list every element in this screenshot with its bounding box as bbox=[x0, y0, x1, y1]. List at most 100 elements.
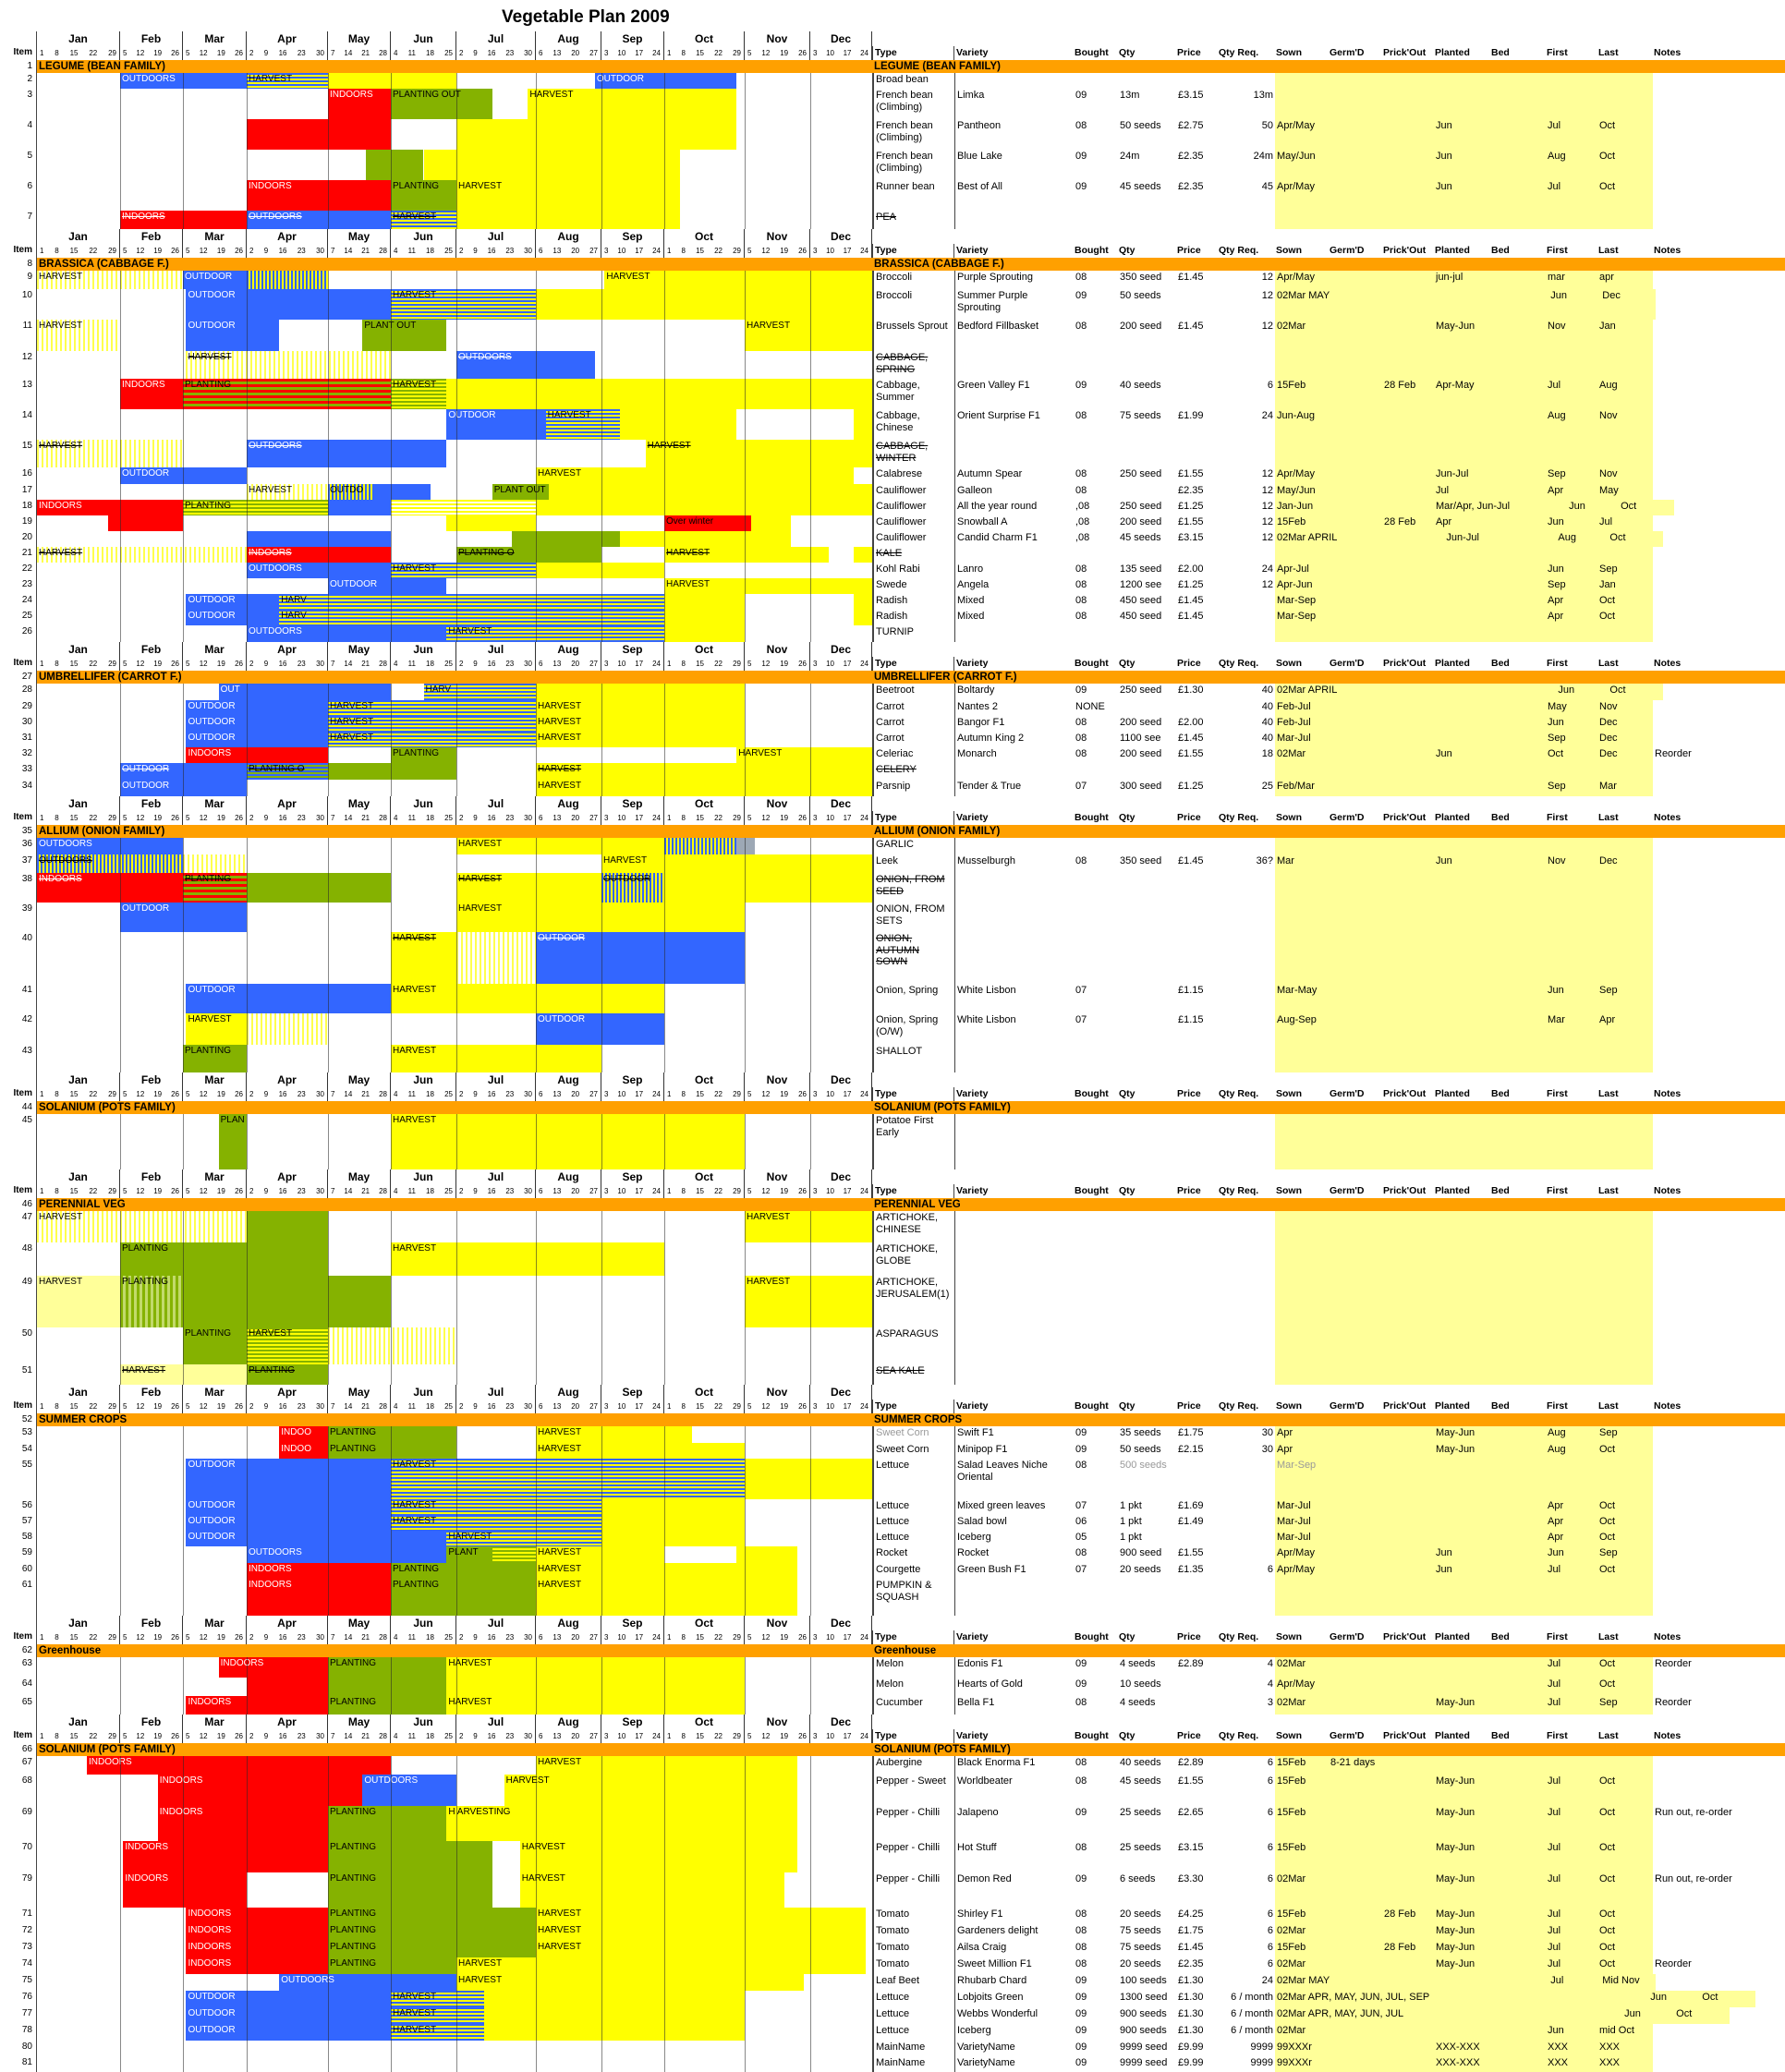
gantt-cell[interactable]: HARVEST OUTDOORS bbox=[37, 351, 873, 379]
cell-b[interactable]: 09 bbox=[1075, 685, 1087, 696]
cell-ko[interactable] bbox=[1382, 2024, 1434, 2041]
cell-pl[interactable]: Jun bbox=[1434, 747, 1490, 763]
cell-q[interactable]: 75 seeds bbox=[1120, 410, 1161, 421]
cell-n[interactable]: Reorder bbox=[1655, 1697, 1692, 1708]
cell-v[interactable]: Musselburgh bbox=[954, 854, 1074, 873]
gantt-cell[interactable]: OUTDOOR HARVEST bbox=[37, 578, 873, 594]
gantt-cell[interactable]: INDOORS PLANTING HARVEST bbox=[37, 1579, 873, 1616]
cell-s[interactable] bbox=[1275, 932, 1329, 984]
column-header-first[interactable]: First bbox=[1547, 1730, 1568, 1741]
cell-v[interactable] bbox=[954, 625, 1074, 642]
column-header-planted[interactable]: Planted bbox=[1435, 245, 1470, 256]
cell-t[interactable]: Tomato bbox=[873, 1908, 954, 1924]
gantt-cell[interactable]: HARVEST HARVEST bbox=[37, 1211, 873, 1242]
gantt-bar-harvest[interactable]: HARVEST bbox=[328, 732, 536, 747]
gantt-cell[interactable]: OUTDOOR HARVEST bbox=[37, 289, 873, 320]
cell-ko[interactable] bbox=[1382, 271, 1434, 289]
cell-g[interactable] bbox=[1329, 1364, 1382, 1385]
cell-bd[interactable] bbox=[1490, 150, 1546, 180]
month-header-apr[interactable]: Apr bbox=[247, 1616, 328, 1630]
gantt-bar-y[interactable] bbox=[536, 289, 872, 320]
cell-b[interactable]: 08 bbox=[1075, 1942, 1087, 1953]
cell-pl[interactable] bbox=[1434, 578, 1490, 594]
gantt-bar-harvest[interactable]: HARVEST bbox=[37, 320, 120, 351]
gantt-bar-harvest[interactable]: HARVEST bbox=[536, 1443, 745, 1459]
column-header-qty[interactable]: Qty bbox=[1119, 245, 1135, 256]
cell-t[interactable]: Onion, Spring bbox=[873, 984, 954, 1013]
cell-s[interactable] bbox=[1275, 903, 1329, 932]
cell-p[interactable] bbox=[1176, 289, 1218, 320]
gantt-bar-y[interactable] bbox=[620, 531, 791, 547]
cell-ko[interactable] bbox=[1382, 1499, 1434, 1515]
cell-l[interactable]: Jan bbox=[1597, 578, 1653, 594]
month-header-apr[interactable]: Apr bbox=[247, 1385, 328, 1400]
gantt-cell[interactable]: OUTDOOR HARVEST bbox=[37, 409, 873, 440]
cell-pl[interactable]: Jun bbox=[1434, 119, 1490, 150]
column-header-sown[interactable]: Sown bbox=[1276, 1631, 1302, 1642]
cell-r[interactable] bbox=[1218, 1499, 1275, 1515]
gantt-bar-indoors[interactable]: INDOORS bbox=[218, 1657, 328, 1678]
cell-pl[interactable] bbox=[1434, 873, 1490, 903]
cell-b[interactable]: 08 bbox=[1075, 468, 1087, 479]
cell-p[interactable]: £1.75 bbox=[1178, 1427, 1204, 1438]
cell-ko[interactable] bbox=[1382, 1579, 1434, 1616]
cell-ko[interactable] bbox=[1392, 684, 1445, 700]
gantt-cell[interactable]: OUTDOOR HARVEST bbox=[37, 903, 873, 932]
cell-ko[interactable] bbox=[1382, 1775, 1434, 1806]
cell-f[interactable]: Aug bbox=[1556, 531, 1609, 547]
cell-v[interactable] bbox=[954, 903, 1074, 932]
cell-g[interactable] bbox=[1331, 1974, 1386, 1991]
cell-q[interactable]: 250 seed bbox=[1120, 685, 1162, 696]
month-header-jan[interactable]: Jan bbox=[37, 1385, 120, 1400]
cell-r[interactable]: 40 bbox=[1261, 717, 1273, 728]
column-header-variety[interactable]: Variety bbox=[953, 1184, 1073, 1198]
cell-l[interactable]: May bbox=[1597, 484, 1653, 500]
cell-l[interactable] bbox=[1597, 1364, 1653, 1385]
cell-p[interactable]: £9.99 bbox=[1178, 2042, 1204, 2053]
cell-pl[interactable]: Jun bbox=[1434, 150, 1490, 180]
gantt-bar-outdoors[interactable]: OUTDOORS bbox=[247, 563, 391, 578]
cell-l[interactable]: Dec bbox=[1597, 732, 1653, 747]
cell-t[interactable]: ARTICHOKE, CHINESE bbox=[873, 1211, 954, 1242]
cell-ko[interactable] bbox=[1382, 838, 1434, 854]
cell-p[interactable]: £1.55 bbox=[1178, 516, 1204, 527]
gantt-bar-harvest[interactable]: HARVEST bbox=[37, 1276, 120, 1327]
cell-r[interactable]: 6 bbox=[1267, 1925, 1273, 1936]
cell-b[interactable]: 08 bbox=[1075, 321, 1087, 332]
cell-n[interactable] bbox=[1653, 1211, 1785, 1242]
gantt-bar-planting[interactable]: PLANTING bbox=[120, 1242, 328, 1276]
month-header-may[interactable]: May bbox=[328, 1385, 391, 1400]
cell-n[interactable] bbox=[1653, 1515, 1785, 1531]
cell-q[interactable]: 75 seeds bbox=[1120, 1925, 1161, 1936]
cell-pl[interactable] bbox=[1511, 2007, 1568, 2024]
gantt-bar-harvest[interactable]: HARVEST bbox=[391, 1114, 745, 1169]
gantt-cell[interactable]: OUTDOORS HARVEST bbox=[37, 854, 873, 873]
cell-q[interactable]: 25 seeds bbox=[1120, 1842, 1161, 1853]
month-header-feb[interactable]: Feb bbox=[120, 1616, 183, 1630]
gantt-bar-harvest[interactable]: HARVEST bbox=[186, 351, 391, 379]
cell-bd[interactable] bbox=[1490, 1756, 1546, 1775]
cell-n[interactable] bbox=[1653, 1908, 1785, 1924]
gantt-bar-outdoor[interactable]: OUTDOOR bbox=[186, 610, 280, 625]
cell-t[interactable]: TURNIP bbox=[873, 625, 954, 642]
cell-r[interactable] bbox=[1218, 838, 1275, 854]
cell-v[interactable] bbox=[954, 440, 1074, 467]
gantt-bar-y[interactable] bbox=[736, 1546, 797, 1563]
gantt-cell[interactable]: OUTDOOR HARVEST bbox=[37, 1991, 873, 2007]
cell-t[interactable]: Melon bbox=[873, 1657, 954, 1678]
gantt-cell[interactable] bbox=[37, 1678, 873, 1696]
gantt-bar-harvest[interactable]: HARVEST bbox=[536, 763, 872, 780]
cell-bd[interactable] bbox=[1490, 2056, 1546, 2072]
cell-r[interactable] bbox=[1218, 547, 1275, 563]
cell-g[interactable] bbox=[1329, 1678, 1382, 1696]
cell-bd[interactable] bbox=[1567, 2007, 1623, 2024]
cell-l[interactable]: Oct bbox=[1597, 150, 1653, 180]
cell-ko[interactable] bbox=[1382, 873, 1434, 903]
month-header-jun[interactable]: Jun bbox=[391, 1385, 456, 1400]
cell-g[interactable] bbox=[1339, 684, 1393, 700]
cell-bd[interactable] bbox=[1490, 467, 1546, 484]
gantt-bar-outdoors[interactable]: OUTDOORS bbox=[247, 1546, 447, 1563]
cell-n[interactable] bbox=[1653, 271, 1785, 289]
month-header-jan[interactable]: Jan bbox=[37, 1616, 120, 1630]
